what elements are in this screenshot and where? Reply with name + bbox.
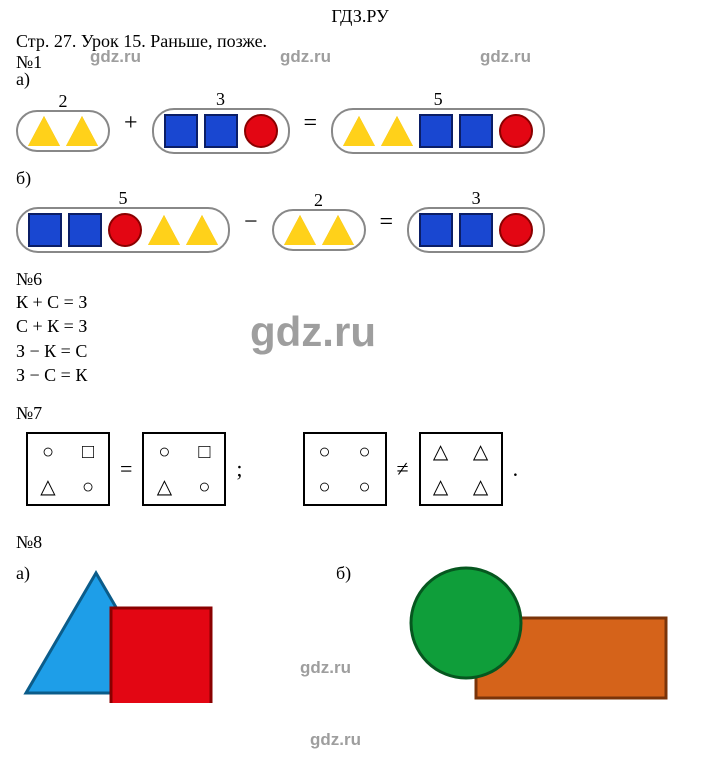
ex8-label: №8 <box>0 532 720 553</box>
ex1-b-label: б) <box>0 168 720 189</box>
triangle-icon <box>284 215 316 245</box>
op-minus: − <box>240 209 262 236</box>
square-icon <box>419 213 453 247</box>
ex6-line-0: К + С = З <box>0 290 720 314</box>
num-b-first: 5 <box>119 191 128 205</box>
triangle-icon <box>66 116 98 146</box>
square-icon <box>204 114 238 148</box>
rel-eq: = <box>120 456 132 482</box>
site-header: ГДЗ.РУ <box>0 0 720 27</box>
glyph: □ <box>198 442 210 462</box>
glyph: ○ <box>198 477 210 497</box>
pill-a-result <box>331 108 545 154</box>
ex6-line-1: С + К = З <box>0 314 720 338</box>
group-b-second: 2 <box>272 193 366 251</box>
ex8-group-a: а) <box>16 563 236 703</box>
num-a-second: 3 <box>216 92 225 106</box>
square-icon <box>164 114 198 148</box>
num-b-second: 2 <box>314 193 323 207</box>
square-icon <box>459 213 493 247</box>
num-a-first: 2 <box>59 94 68 108</box>
glyph: ○ <box>42 442 54 462</box>
op-plus: + <box>120 110 142 137</box>
glyph: ○ <box>158 442 170 462</box>
glyph: □ <box>82 442 94 462</box>
ex8-b-svg <box>396 563 696 703</box>
glyph: ○ <box>319 442 331 462</box>
group-b-result: 3 <box>407 191 545 253</box>
sep: ; <box>236 456 242 482</box>
circle-icon <box>499 213 533 247</box>
circle-icon <box>244 114 278 148</box>
ex1-a-label: а) <box>0 69 720 90</box>
glyph: △ <box>433 477 448 497</box>
pill-a-second <box>152 108 290 154</box>
square-icon <box>419 114 453 148</box>
set-box-2: ○ □ △ ○ <box>142 432 226 506</box>
pill-b-second <box>272 209 366 251</box>
glyph: △ <box>157 477 172 497</box>
square-icon <box>459 114 493 148</box>
triangle-icon <box>186 215 218 245</box>
ex1-row-a: 2 + 3 = 5 <box>0 92 720 154</box>
glyph: △ <box>433 442 448 462</box>
num-a-result: 5 <box>434 92 443 106</box>
set-box-1: ○ □ △ ○ <box>26 432 110 506</box>
set-box-3: ○ ○ ○ ○ <box>303 432 387 506</box>
ex7-label: №7 <box>0 403 720 424</box>
ex8-group-b: б) <box>396 563 696 703</box>
ex6-line-3: З − С = К <box>0 363 720 387</box>
square-icon <box>28 213 62 247</box>
glyph: ○ <box>359 442 371 462</box>
ex8-a-svg <box>16 563 236 703</box>
set-box-4: △ △ △ △ <box>419 432 503 506</box>
ex6-label: №6 <box>0 269 720 290</box>
glyph: △ <box>40 477 55 497</box>
ex1-row-b: 5 − 2 = 3 <box>0 191 720 253</box>
page-title: Стр. 27. Урок 15. Раньше, позже. <box>0 27 720 52</box>
ex6-line-2: З − К = С <box>0 339 720 363</box>
triangle-icon <box>148 215 180 245</box>
group-b-first: 5 <box>16 191 230 253</box>
glyph: △ <box>473 477 488 497</box>
circle-icon <box>499 114 533 148</box>
triangle-icon <box>28 116 60 146</box>
op-eq: = <box>376 209 398 236</box>
circle-icon <box>108 213 142 247</box>
watermark: gdz.ru <box>310 730 361 750</box>
group-a-second: 3 <box>152 92 290 154</box>
ex8-row: а) б) <box>0 563 720 703</box>
rel-neq: ≠ <box>397 456 409 482</box>
triangle-icon <box>343 116 375 146</box>
glyph: ○ <box>82 477 94 497</box>
triangle-icon <box>322 215 354 245</box>
num-b-result: 3 <box>472 191 481 205</box>
pill-b-result <box>407 207 545 253</box>
end: . <box>513 456 519 482</box>
pill-b-first <box>16 207 230 253</box>
glyph: ○ <box>359 477 371 497</box>
pill-a-first <box>16 110 110 152</box>
glyph: ○ <box>319 477 331 497</box>
ex8-b-label: б) <box>336 563 351 584</box>
glyph: △ <box>473 442 488 462</box>
ex7-row: ○ □ △ ○ = ○ □ △ ○ ; ○ ○ ○ ○ ≠ △ △ △ △ . <box>0 432 720 506</box>
triangle-icon <box>381 116 413 146</box>
group-a-first: 2 <box>16 94 110 152</box>
square-icon <box>68 213 102 247</box>
op-eq: = <box>300 110 322 137</box>
group-a-result: 5 <box>331 92 545 154</box>
